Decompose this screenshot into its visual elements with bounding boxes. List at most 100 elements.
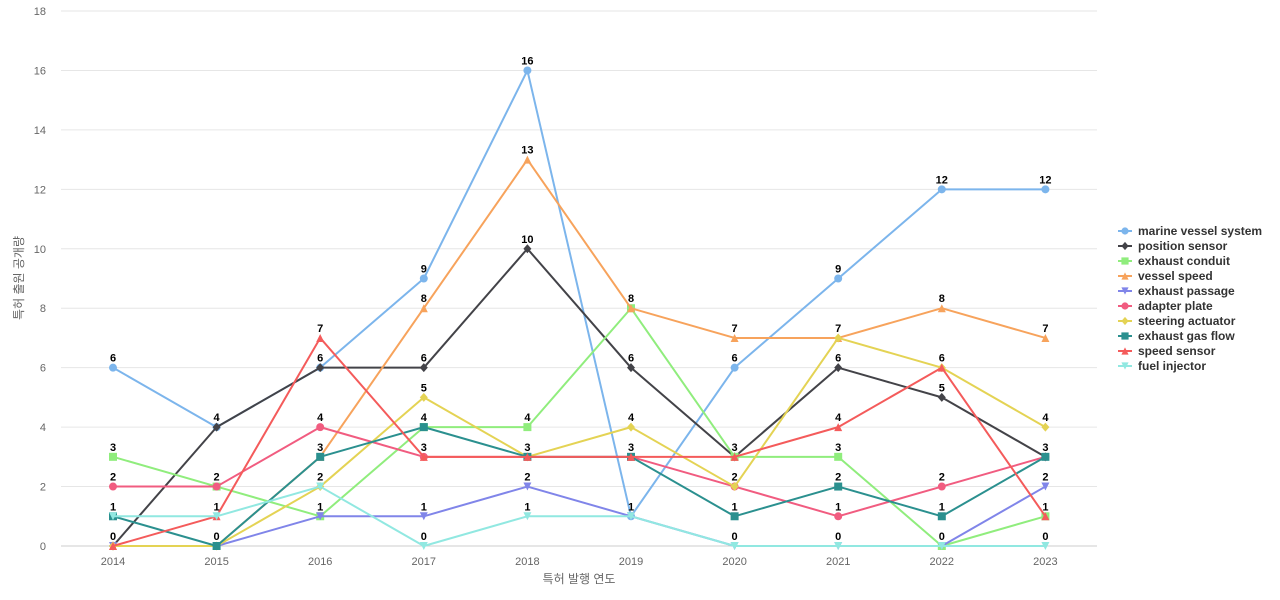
- data-label: 3: [628, 442, 634, 454]
- data-label: 4: [317, 412, 324, 424]
- data-label: 6: [835, 353, 841, 365]
- y-tick-label: 4: [40, 422, 46, 434]
- data-point: [1041, 422, 1050, 432]
- x-tick-label: 2021: [826, 556, 850, 568]
- data-label: 10: [521, 234, 533, 246]
- data-label: 1: [732, 501, 738, 513]
- data-point: [1041, 482, 1050, 491]
- y-tick-label: 18: [34, 6, 46, 18]
- legend-item[interactable]: marine vessel system: [1118, 224, 1262, 238]
- data-point: [937, 363, 946, 372]
- legend-label: exhaust passage: [1138, 284, 1235, 298]
- legend-marker-symbol: [1121, 332, 1129, 340]
- legend-label: steering actuator: [1138, 314, 1236, 328]
- legend-item[interactable]: exhaust gas flow: [1118, 329, 1235, 343]
- data-label: 7: [317, 323, 323, 335]
- data-label: 13: [521, 145, 533, 157]
- data-label: 2: [214, 472, 220, 484]
- data-point: [937, 512, 946, 521]
- data-label: 3: [835, 442, 841, 454]
- series-line: [112, 247, 1047, 547]
- data-label: 3: [110, 442, 116, 454]
- y-axis-ticks: 0 2 4 6 8 10 12 14 16 18: [34, 6, 46, 553]
- data-label: 2: [317, 472, 323, 484]
- legend-marker-symbol: [1121, 302, 1129, 310]
- legend-item[interactable]: vessel speed: [1118, 269, 1213, 283]
- series-line: [112, 158, 1047, 547]
- y-tick-label: 6: [40, 363, 46, 375]
- data-point: [1041, 542, 1050, 550]
- data-label: 8: [939, 293, 945, 305]
- data-point: [419, 512, 428, 521]
- data-point: [730, 363, 739, 372]
- data-point: [212, 422, 221, 432]
- data-point: [523, 66, 532, 75]
- data-point: [419, 423, 428, 432]
- data-label: 16: [521, 55, 533, 67]
- legend-label: exhaust gas flow: [1138, 329, 1235, 343]
- y-tick-label: 12: [34, 184, 46, 196]
- data-label: 2: [1042, 472, 1048, 484]
- data-point: [316, 482, 325, 491]
- x-tick-label: 2023: [1033, 556, 1057, 568]
- data-label: 1: [110, 501, 116, 513]
- legend-marker-symbol: [1121, 347, 1129, 355]
- data-point: [523, 482, 532, 491]
- legend-item[interactable]: position sensor: [1118, 239, 1228, 253]
- data-point: [937, 542, 946, 550]
- data-label: 3: [1042, 442, 1048, 454]
- x-tick-label: 2014: [101, 556, 125, 568]
- data-label: 4: [421, 412, 428, 424]
- data-label: 0: [835, 531, 841, 543]
- legend-label: fuel injector: [1138, 359, 1206, 373]
- x-tick-label: 2017: [412, 556, 436, 568]
- data-label: 2: [835, 472, 841, 484]
- data-label: 4: [524, 412, 531, 424]
- legend-item[interactable]: adapter plate: [1118, 299, 1213, 313]
- data-point: [627, 363, 635, 373]
- x-tick-label: 2018: [515, 556, 539, 568]
- data-point: [730, 333, 739, 342]
- data-point: [316, 423, 325, 432]
- x-tick-label: 2016: [308, 556, 332, 568]
- y-tick-label: 8: [40, 303, 46, 315]
- legend-item[interactable]: steering actuator: [1118, 314, 1236, 328]
- data-point: [627, 422, 635, 432]
- data-label: 1: [628, 501, 634, 513]
- legend-item[interactable]: exhaust passage: [1118, 284, 1235, 298]
- legend-item[interactable]: exhaust conduit: [1118, 254, 1230, 268]
- data-point: [937, 482, 946, 491]
- legend-marker-symbol: [1121, 227, 1129, 235]
- series-speed-sensor: [109, 333, 1050, 550]
- y-tick-label: 14: [34, 125, 46, 137]
- legend-item[interactable]: fuel injector: [1118, 359, 1206, 373]
- data-label: 7: [732, 323, 738, 335]
- data-point: [316, 333, 325, 342]
- data-label: 12: [936, 174, 948, 186]
- y-tick-label: 16: [34, 65, 46, 77]
- data-label: 4: [835, 412, 842, 424]
- data-point: [1041, 452, 1050, 461]
- data-point: [627, 304, 635, 313]
- data-label: 4: [1042, 412, 1049, 424]
- data-point: [730, 512, 739, 521]
- data-label: 1: [939, 501, 945, 513]
- x-tick-label: 2022: [930, 556, 954, 568]
- series-fuel-injector: [109, 482, 1050, 550]
- data-point: [316, 363, 325, 373]
- data-label: 3: [421, 442, 427, 454]
- data-label: 0: [732, 531, 738, 543]
- legend-item[interactable]: speed sensor: [1118, 344, 1216, 358]
- data-label: 1: [835, 501, 841, 513]
- data-point: [730, 452, 739, 461]
- data-label: 2: [110, 472, 116, 484]
- data-point: [834, 512, 843, 521]
- data-point: [1041, 333, 1050, 342]
- legend-label: position sensor: [1138, 239, 1228, 253]
- legend-marker-symbol: [1121, 316, 1129, 326]
- data-label: 9: [835, 264, 841, 276]
- data-point: [316, 452, 325, 461]
- data-point: [316, 512, 325, 521]
